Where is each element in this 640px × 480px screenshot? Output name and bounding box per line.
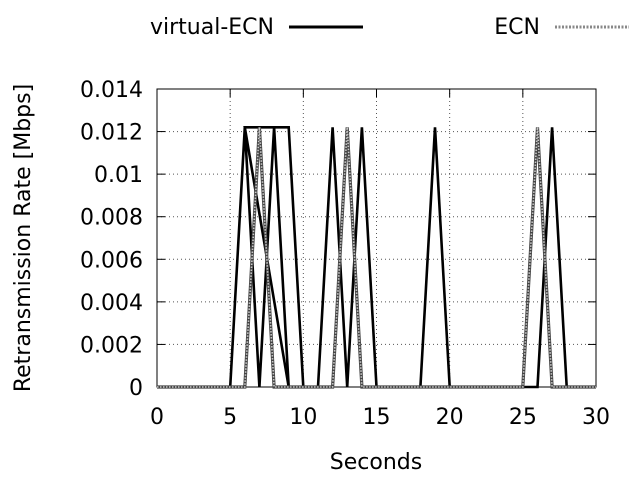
y-tick-label: 0.006 [80,248,143,273]
y-tick-label: 0.004 [80,291,143,316]
x-tick-label: 20 [436,405,464,430]
legend-entry-ecn: ECN [494,15,629,40]
y-tick-label: 0.014 [80,78,143,103]
x-tick-label: 15 [363,405,391,430]
series-ecn [157,127,596,389]
legend: virtual-ECN ECN [150,15,629,40]
y-tick-label: 0.012 [80,121,143,146]
y-tick-label: 0.008 [80,206,143,231]
y-axis-title: Retransmission Rate [Mbps] [11,84,36,392]
x-tick-label: 5 [223,405,237,430]
legend-label-virtual-ecn: virtual-ECN [150,15,274,40]
x-tick-label: 0 [150,405,164,430]
x-tick-label: 25 [509,405,537,430]
x-tick-label: 30 [582,405,610,430]
x-tick-label: 10 [289,405,317,430]
y-tick-label: 0 [129,376,143,401]
y-axis-ticks: 0 0.002 0.004 0.006 0.008 0.01 0.012 0.014 [80,78,596,401]
legend-label-ecn: ECN [494,15,540,40]
series-lines [157,126,596,389]
y-tick-label: 0.002 [80,333,143,358]
grid [157,89,596,387]
legend-entry-virtual-ecn: virtual-ECN [150,15,363,40]
series-line-ecn [157,127,596,388]
y-tick-label: 0.01 [94,163,143,188]
x-axis-title: Seconds [330,450,422,475]
